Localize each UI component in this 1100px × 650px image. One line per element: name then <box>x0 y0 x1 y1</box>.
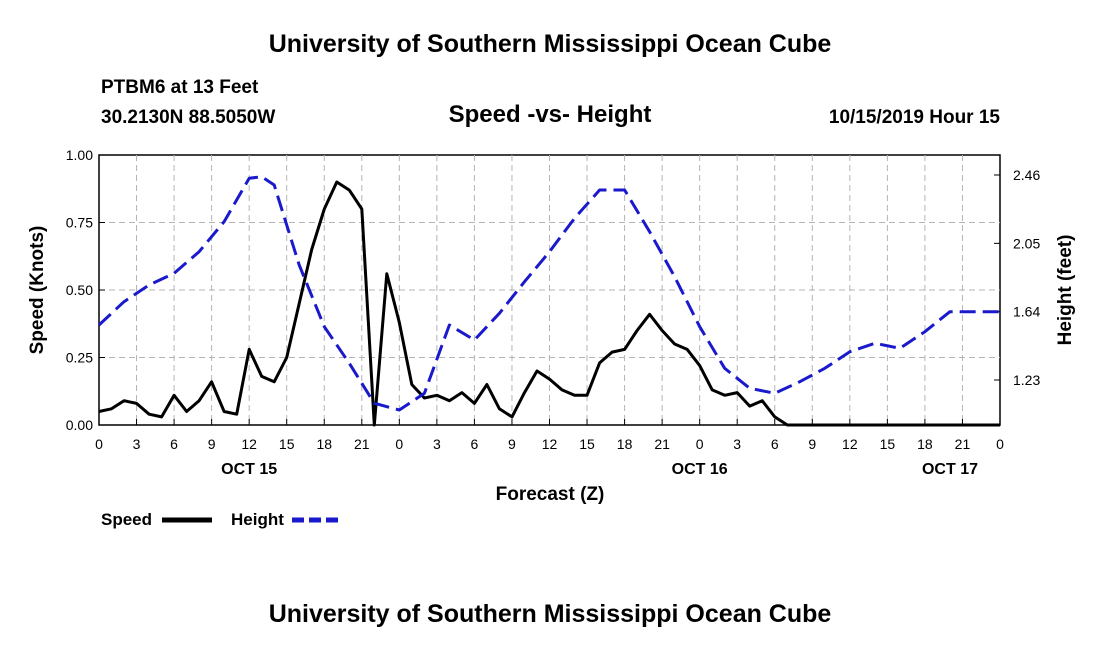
date-label: OCT 15 <box>221 461 277 478</box>
y-axis-title: Speed (Knots) <box>27 226 48 355</box>
date-label: OCT 16 <box>672 461 728 478</box>
x-tick-label: 21 <box>955 436 971 452</box>
y-tick-label: 0.75 <box>66 215 93 231</box>
y-tick-label: 0.00 <box>66 417 93 433</box>
x-tick-label: 3 <box>733 436 741 452</box>
grid <box>99 155 1000 425</box>
bottom-title: University of Southern Mississippi Ocean… <box>268 600 832 628</box>
top-title: University of Southern Mississippi Ocean… <box>268 30 832 58</box>
legend-speed-label: Speed <box>101 510 153 529</box>
x-axis-title: Forecast (Z) <box>496 484 605 505</box>
station-label: PTBM6 at 13 Feet <box>101 77 259 98</box>
x-tick-label: 12 <box>542 436 558 452</box>
y2-tick-label: 1.23 <box>1013 372 1040 388</box>
y-tick-label: 1.00 <box>66 147 93 163</box>
series-height-line <box>97 175 1000 412</box>
x-tick-label: 15 <box>579 436 595 452</box>
y-tick-label: 0.25 <box>66 350 93 366</box>
axis-ticks: 0 3 6 9 12 15 18 21 0 3 6 9 12 15 18 21 0 3 6 9 12 15 18 21 00.0… <box>66 147 1041 478</box>
x-tick-label: 0 <box>696 436 704 452</box>
x-tick-label: 18 <box>617 436 633 452</box>
x-tick-label: 18 <box>917 436 933 452</box>
x-tick-label: 0 <box>996 436 1004 452</box>
x-tick-label: 6 <box>170 436 178 452</box>
y2-tick-label: 2.46 <box>1013 167 1040 183</box>
x-tick-label: 0 <box>95 436 103 452</box>
x-tick-label: 21 <box>354 436 370 452</box>
chart-title: Speed -vs- Height <box>448 101 652 128</box>
series-lines <box>97 175 1000 427</box>
x-tick-label: 6 <box>771 436 779 452</box>
y2-axis-title: Height (feet) <box>1055 235 1076 346</box>
legend-height-label: Height <box>231 510 284 529</box>
series-speed-line <box>98 180 1000 427</box>
forecast-datetime: 10/15/2019 Hour 15 <box>828 107 1000 128</box>
y-tick-label: 0.50 <box>66 282 93 298</box>
station-coords: 30.2130N 88.5050W <box>101 107 276 128</box>
x-tick-label: 9 <box>508 436 516 452</box>
x-tick-label: 21 <box>654 436 670 452</box>
x-tick-label: 3 <box>133 436 141 452</box>
x-tick-label: 12 <box>842 436 858 452</box>
x-tick-label: 3 <box>433 436 441 452</box>
x-tick-label: 15 <box>880 436 896 452</box>
x-tick-label: 18 <box>316 436 332 452</box>
date-label: OCT 17 <box>922 461 978 478</box>
x-tick-label: 15 <box>279 436 295 452</box>
x-tick-label: 6 <box>471 436 479 452</box>
x-tick-label: 12 <box>241 436 257 452</box>
x-tick-label: 9 <box>208 436 216 452</box>
x-tick-label: 0 <box>395 436 403 452</box>
y2-tick-label: 1.64 <box>1013 304 1040 320</box>
y2-tick-label: 2.05 <box>1013 235 1040 251</box>
x-tick-label: 9 <box>808 436 816 452</box>
